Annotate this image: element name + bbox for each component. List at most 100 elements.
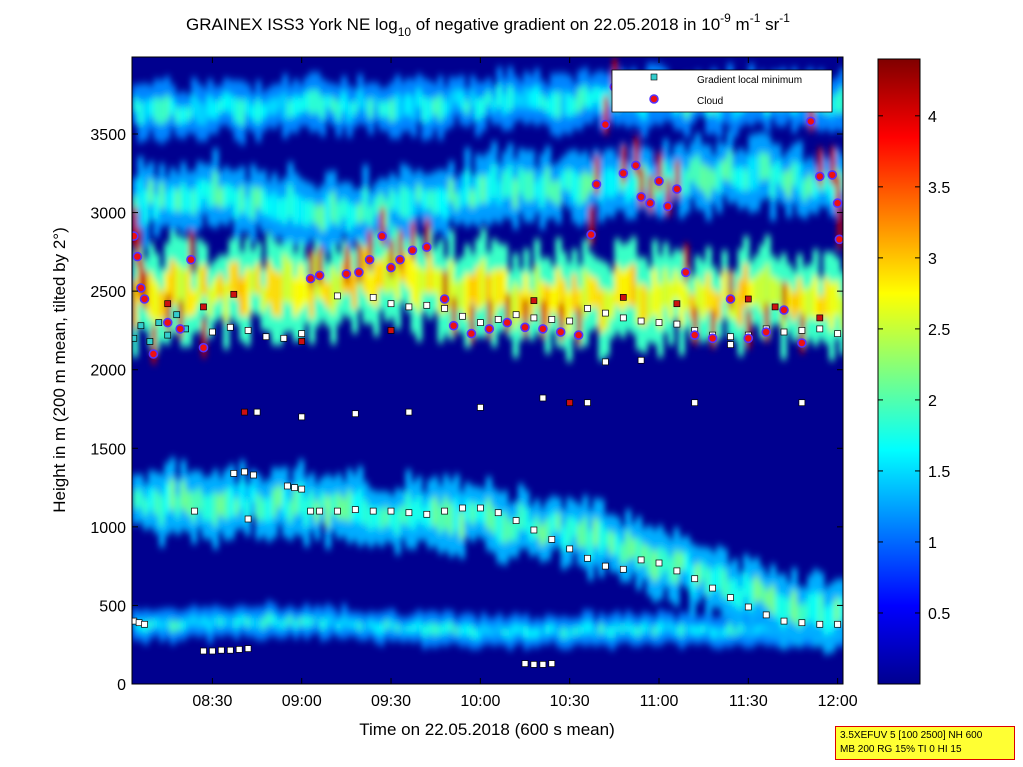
heatmap-cell [201, 104, 209, 125]
heatmap-cell [324, 95, 332, 109]
heatmap-cell [635, 168, 643, 192]
heatmap-cell [469, 90, 476, 108]
heatmap-cell [560, 526, 568, 551]
heatmap-cell [346, 202, 353, 231]
heatmap-cell [700, 164, 707, 192]
heatmap-cell [169, 259, 176, 305]
heatmap-cell [582, 622, 589, 634]
cloud-square-marker [164, 300, 172, 308]
heatmap-cell [260, 104, 267, 119]
heatmap-cell [432, 623, 439, 636]
heatmap-cell [517, 94, 525, 108]
gradient-min-marker [512, 517, 520, 524]
heatmap-cell [228, 262, 235, 296]
cloud-streak [201, 319, 207, 358]
gradient-min-marker [351, 410, 359, 418]
heatmap-cell [266, 613, 273, 625]
heatmap-cell [566, 168, 573, 192]
gradient-min-marker [530, 314, 538, 322]
heatmap-cell [689, 294, 696, 320]
heatmap-cell [255, 187, 262, 209]
heatmap-cell [512, 624, 519, 634]
cloud-streak [523, 299, 528, 337]
gradient-min-marker [200, 647, 207, 655]
heatmap-cell [828, 182, 836, 201]
cloud-square-marker [673, 300, 681, 308]
heatmap-cell [839, 597, 843, 622]
heatmap-cell [174, 263, 182, 307]
heatmap-cell [212, 278, 219, 304]
heatmap-cell [367, 98, 375, 119]
heatmap-cell [523, 626, 530, 638]
colorbar-gradient [877, 58, 921, 685]
gradient-min-marker [602, 358, 609, 366]
gradient-min-marker [351, 506, 359, 513]
gradient-min-marker [584, 554, 591, 562]
heatmap-cell [148, 99, 155, 117]
heatmap-cell [614, 534, 621, 556]
heatmap-cell [453, 497, 460, 531]
heatmap-cell [710, 628, 718, 638]
heatmap-cell [416, 495, 423, 522]
heatmap-cell [233, 617, 241, 629]
heatmap-cell [571, 517, 578, 537]
heatmap-cell [239, 99, 246, 126]
gradient-min-marker [566, 545, 574, 553]
cloud-marker [448, 320, 459, 331]
gradient-min-marker [512, 311, 520, 319]
gradient-min-marker [539, 661, 547, 668]
heatmap-cell [383, 251, 391, 294]
heatmap-cell [287, 261, 294, 304]
heatmap-cell [507, 628, 514, 639]
colorbar-tick-label: 1 [928, 535, 937, 552]
cloud-marker [364, 254, 375, 265]
heatmap-cell [464, 499, 471, 521]
colorbar-tick-label: 3.5 [928, 180, 950, 197]
heatmap-cell [609, 168, 616, 198]
cloud-marker [162, 317, 173, 328]
heatmap-cell [282, 254, 289, 303]
heatmap-cell [389, 510, 396, 529]
heatmap-cell [801, 289, 809, 323]
x-axis-label: Time on 22.05.2018 (600 s mean) [359, 720, 614, 739]
heatmap-cell [507, 85, 514, 111]
heatmap-cell [196, 181, 203, 209]
heatmap-cell [566, 93, 573, 117]
cloud-marker [198, 342, 209, 353]
heatmap-cell [775, 593, 782, 620]
legend-gradient-min-marker [650, 73, 658, 81]
heatmap-cell [807, 173, 814, 196]
cloud-streak [540, 300, 546, 339]
heatmap-cell [437, 188, 444, 213]
y-tick-label: 1500 [90, 441, 126, 458]
heatmap-cell [469, 626, 476, 638]
heatmap-cell [196, 101, 203, 124]
heatmap-cell [743, 572, 750, 598]
heatmap-cell [603, 168, 610, 197]
gradient-min-marker [744, 603, 752, 611]
cloud-marker [377, 231, 387, 241]
heatmap-cell [169, 98, 176, 115]
heatmap-cell [823, 277, 830, 318]
heatmap-cell [244, 617, 251, 627]
gradient-min-marker [673, 567, 681, 575]
heatmap-cell [458, 188, 466, 207]
chart-title: GRAINEX ISS3 York NE log10 of negative g… [186, 11, 790, 39]
heatmap-cell [480, 624, 487, 635]
heatmap-cell [410, 96, 418, 120]
heatmap-cell [512, 90, 519, 108]
cloud-streak [633, 137, 639, 175]
heatmap-cell [609, 626, 616, 638]
gradient-min-marker [241, 468, 248, 476]
info-box: 3.5XEFUV 5 [100 2500] NH 600 MB 200 RG 1… [835, 726, 1015, 760]
heatmap-cell [191, 95, 198, 117]
heatmap-cell [341, 92, 348, 112]
y-axis: 0 500 1000 1500 2000 2500 3000 3500 [90, 127, 843, 694]
heatmap-cell [566, 290, 573, 334]
gradient-min-marker [280, 334, 288, 342]
cloud-marker [175, 324, 185, 334]
gradient-min-marker [727, 341, 734, 348]
gradient-min-marker [209, 328, 216, 336]
heatmap-cell [437, 505, 444, 534]
heatmap-cell [700, 562, 707, 581]
